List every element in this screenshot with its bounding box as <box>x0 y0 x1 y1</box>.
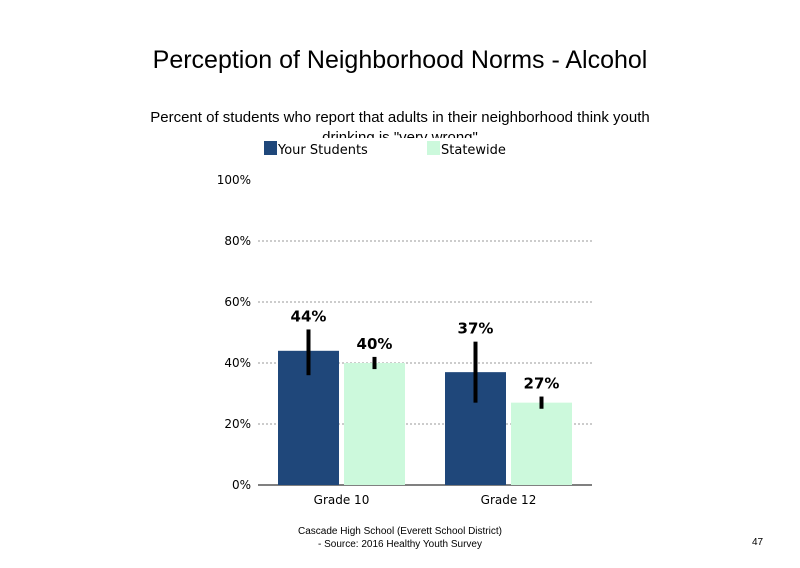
data-label: 44% <box>291 307 327 325</box>
bar <box>511 402 572 485</box>
page-number: 47 <box>752 537 764 548</box>
footer-source: Cascade High School (Everett School Dist… <box>260 525 540 551</box>
y-tick-label: 100% <box>217 173 251 187</box>
footer-line-source: - Source: 2016 Healthy Youth Survey <box>318 539 482 550</box>
legend-label: Statewide <box>441 143 506 158</box>
chart-title: Perception of Neighborhood Norms - Alcoh… <box>152 46 648 74</box>
y-tick-label: 40% <box>224 356 251 370</box>
bar <box>344 363 405 485</box>
x-tick-label: Grade 10 <box>314 493 370 507</box>
legend-swatch <box>427 141 440 155</box>
x-tick-label: Grade 12 <box>481 493 537 507</box>
legend-swatch <box>264 141 277 155</box>
y-tick-label: 0% <box>232 478 251 492</box>
footer-line-school: Cascade High School (Everett School Dist… <box>298 526 502 537</box>
data-label: 40% <box>357 335 393 353</box>
y-tick-label: 80% <box>224 234 251 248</box>
y-tick-label: 20% <box>224 417 251 431</box>
y-tick-label: 60% <box>224 295 251 309</box>
data-label: 37% <box>458 320 494 338</box>
data-label: 27% <box>524 375 560 393</box>
chart-subtitle: Percent of students who report that adul… <box>150 109 650 138</box>
legend-label: Your Students <box>277 143 368 158</box>
